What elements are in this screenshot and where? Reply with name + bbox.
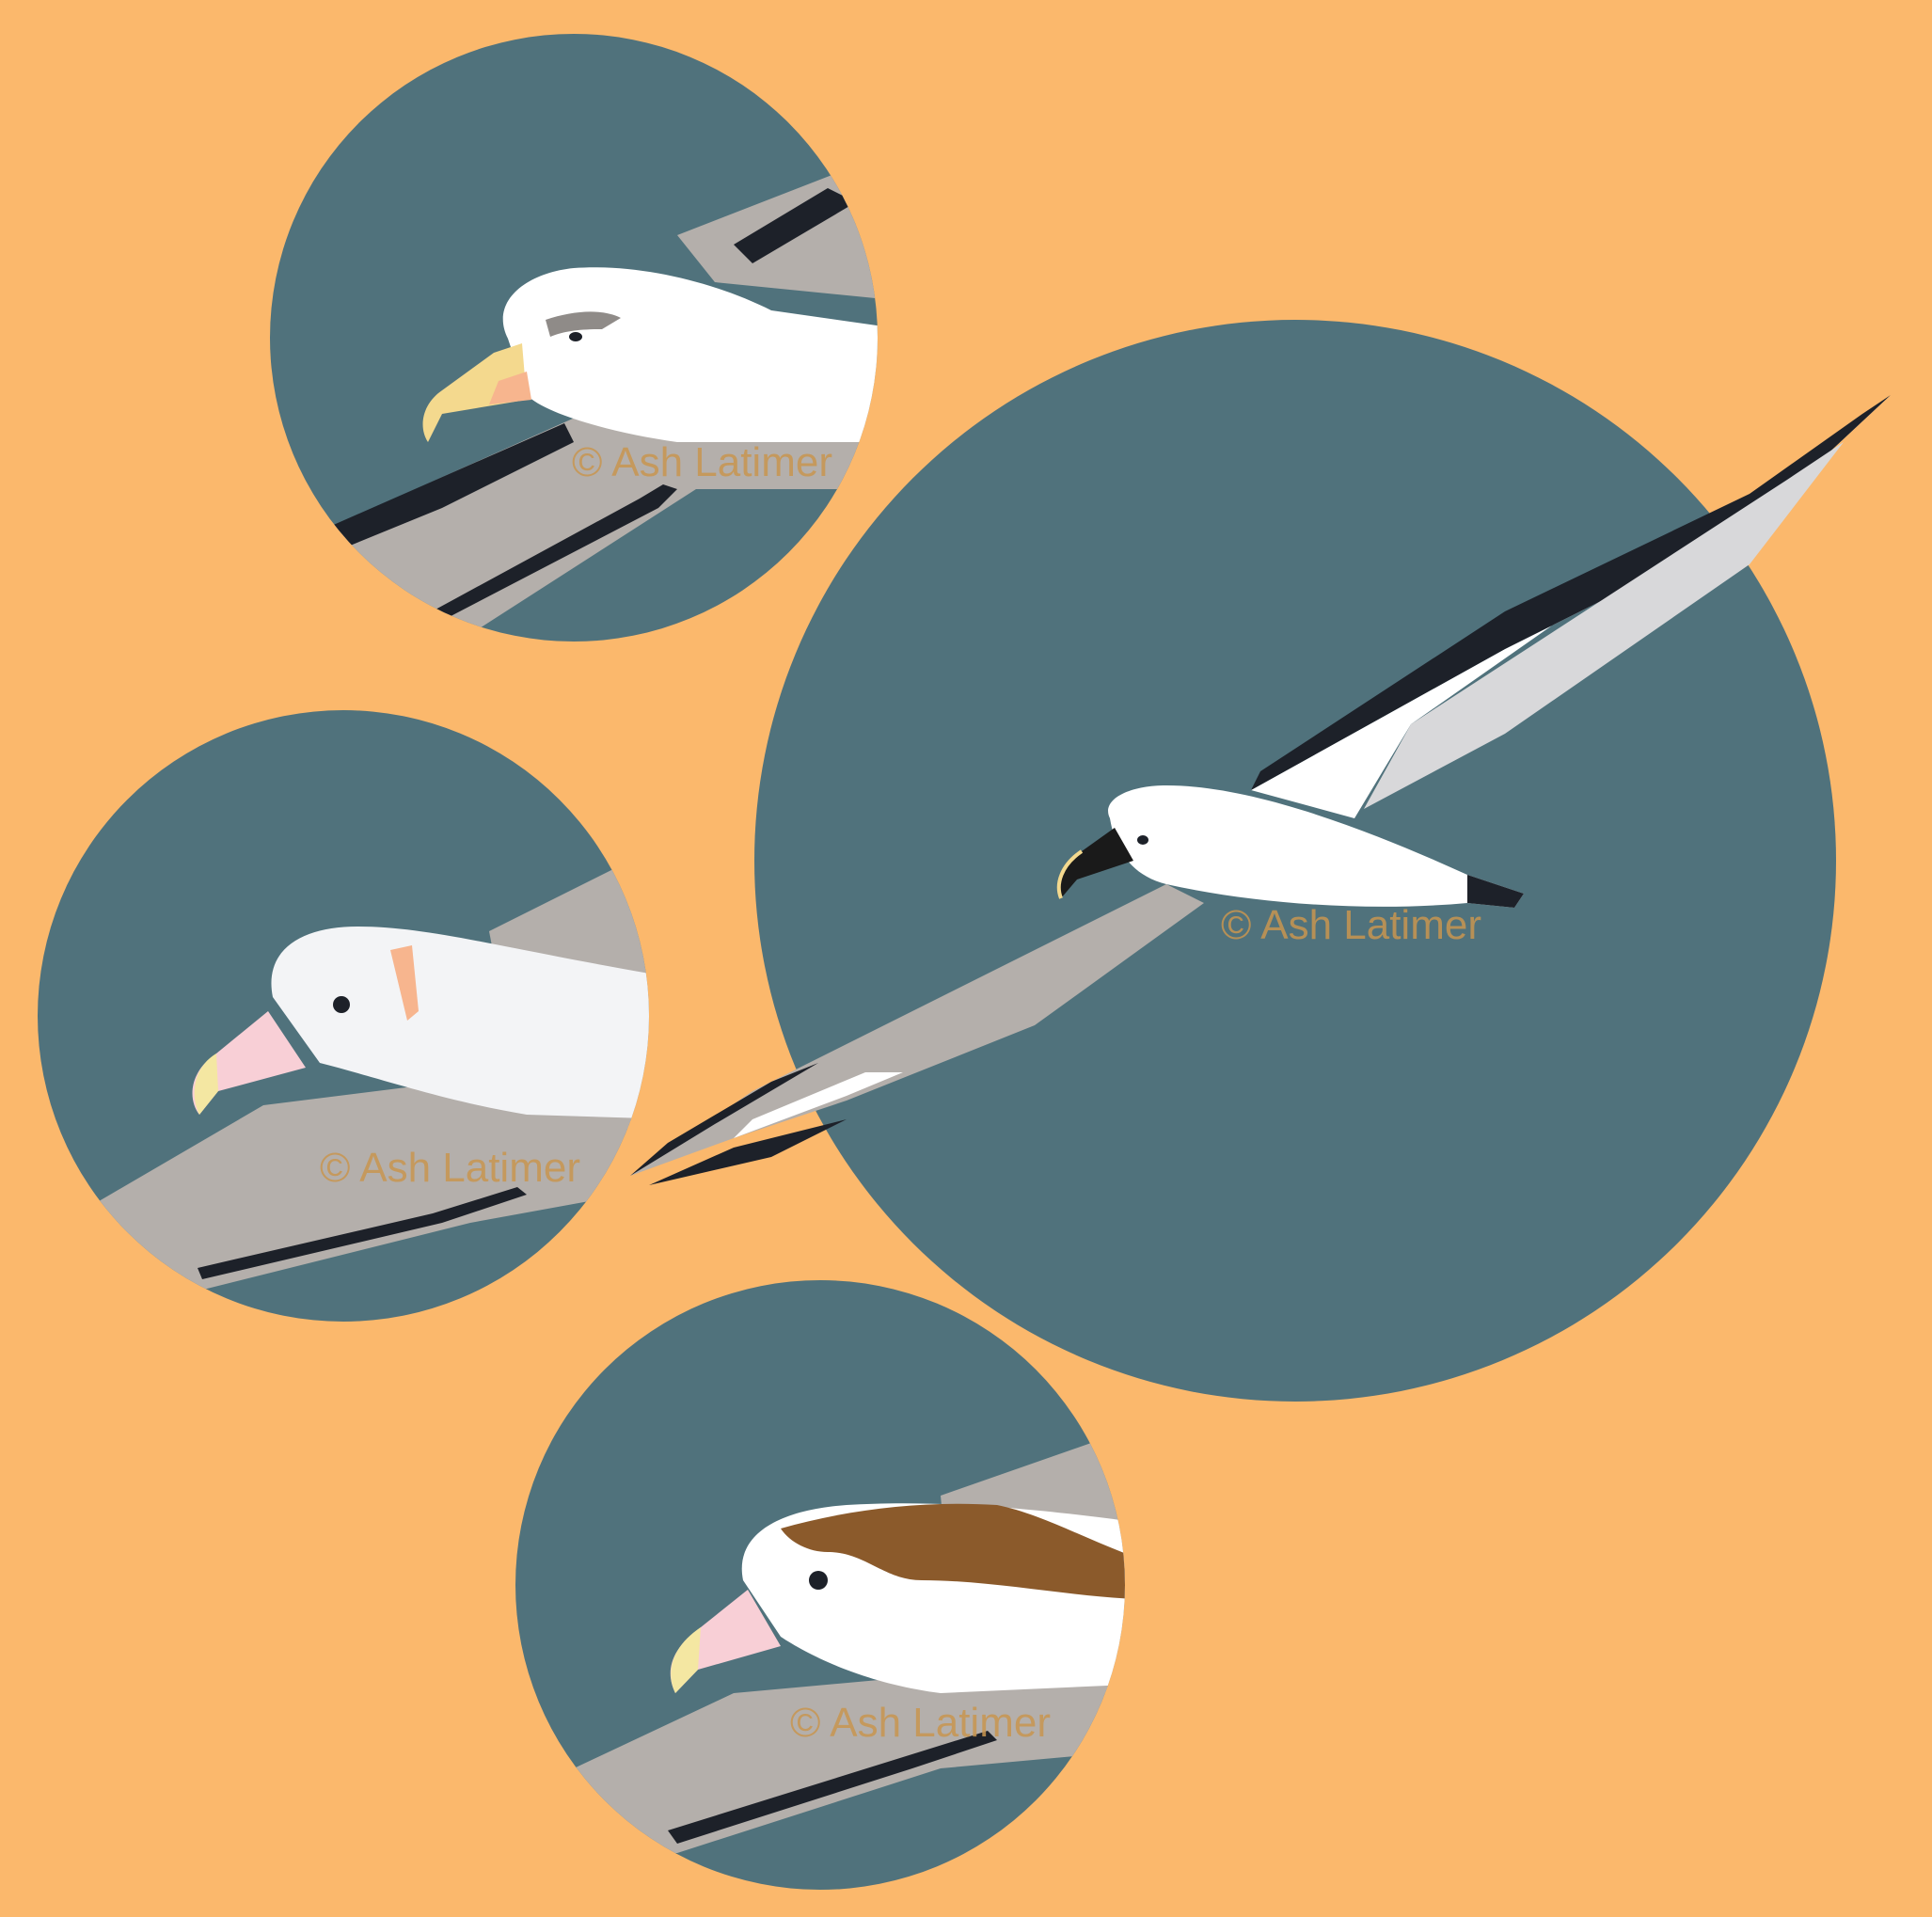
- watermark-bottom: © Ash Latimer: [790, 1700, 1051, 1746]
- flying-albatross: © Ash Latimer: [630, 395, 1891, 1185]
- portrait-bottom: © Ash Latimer: [515, 1280, 1125, 1890]
- watermark-top: © Ash Latimer: [572, 439, 832, 485]
- portrait-top: © Ash Latimer: [270, 34, 878, 642]
- watermark-middle: © Ash Latimer: [320, 1145, 580, 1191]
- portrait-middle: © Ash Latimer: [38, 710, 649, 1322]
- watermark-large: © Ash Latimer: [1221, 902, 1481, 948]
